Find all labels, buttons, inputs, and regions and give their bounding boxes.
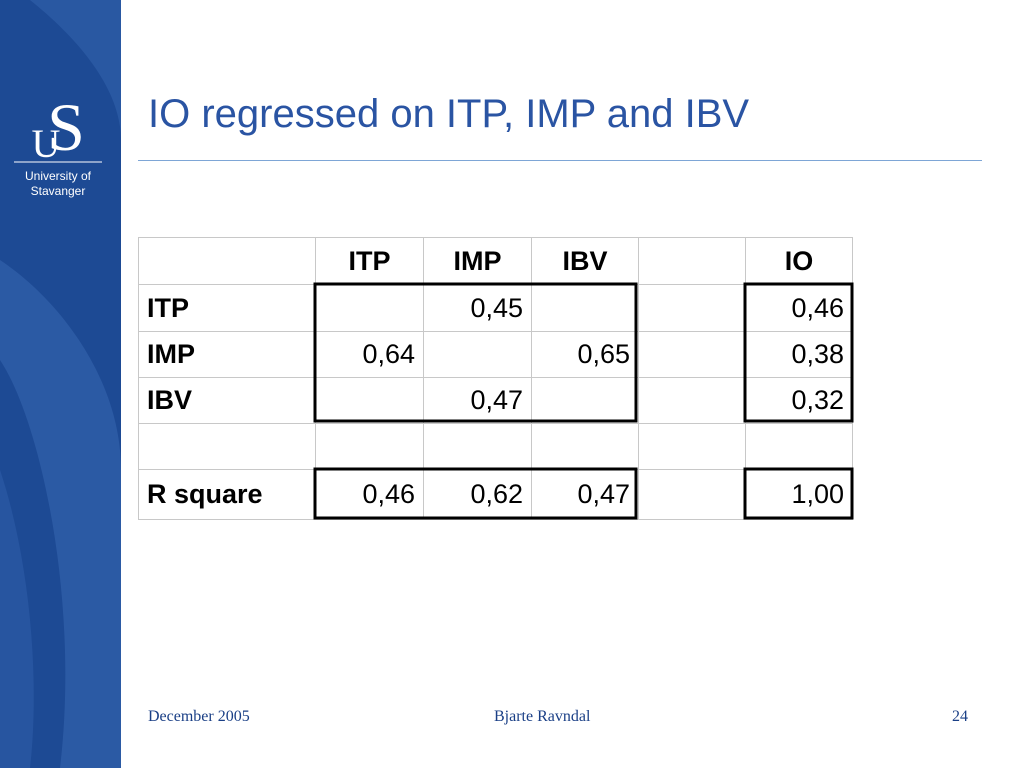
logo-initial: S (47, 89, 85, 165)
title: IO regressed on ITP, IMP and IBV (148, 92, 750, 136)
table-cell: 0,62 (423, 469, 532, 520)
table-cell: 0,46 (315, 469, 424, 520)
table-cell (638, 237, 746, 285)
table-cell (423, 331, 532, 378)
table-cell (745, 423, 853, 470)
sidebar: U S University of Stavanger (0, 0, 121, 768)
table-cell (638, 284, 746, 332)
table-cell (638, 331, 746, 378)
table-cell (531, 284, 639, 332)
table-cell: 0,65 (531, 331, 639, 378)
table-cell: IBV (531, 237, 639, 285)
table-cell (638, 469, 746, 520)
table-cell: 0,47 (423, 377, 532, 424)
logo-name: University of (25, 169, 92, 183)
table-cell (315, 284, 424, 332)
table-cell: IMP (138, 331, 316, 378)
table-cell: IMP (423, 237, 532, 285)
table-cell (531, 377, 639, 424)
table-cell (638, 377, 746, 424)
table-cell: 0,64 (315, 331, 424, 378)
table-cell: 1,00 (745, 469, 853, 520)
table-cell (423, 423, 532, 470)
table-cell: 0,32 (745, 377, 853, 424)
table-cell: 0,38 (745, 331, 853, 378)
table-cell: 0,45 (423, 284, 532, 332)
logo-name: Stavanger (31, 184, 86, 198)
table-cell: IO (745, 237, 853, 285)
table-cell (315, 377, 424, 424)
table-cell (138, 237, 316, 285)
table-cell: 0,46 (745, 284, 853, 332)
logo-initial: U (32, 121, 61, 166)
table-cell (638, 423, 746, 470)
table-cell (138, 423, 316, 470)
table-cell: R square (138, 469, 316, 520)
table-cell (531, 423, 639, 470)
title-rule (138, 160, 982, 161)
table-cell: 0,47 (531, 469, 639, 520)
table-cell (315, 423, 424, 470)
footer-author: Bjarte Ravndal (494, 708, 591, 725)
table-cell: ITP (315, 237, 424, 285)
table-cell: IBV (138, 377, 316, 424)
table-cell: ITP (138, 284, 316, 332)
page-number: 24 (952, 708, 968, 725)
footer-date: December 2005 (148, 708, 250, 725)
